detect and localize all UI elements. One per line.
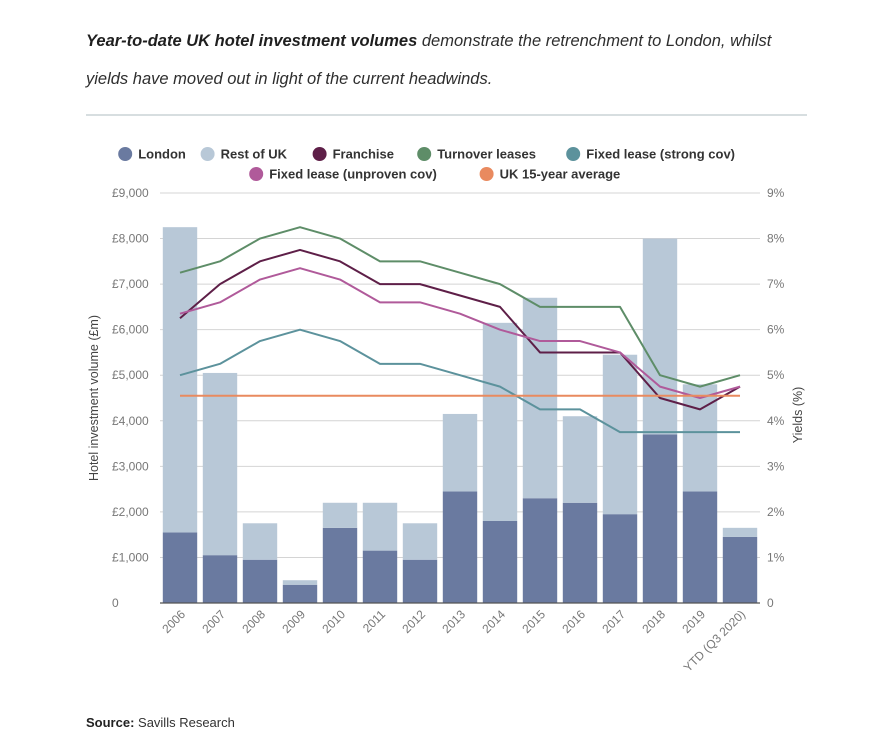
bar-rest-of-uk [442, 413, 478, 492]
y-tick-label: £4,000 [112, 414, 149, 428]
y-tick-label: £8,000 [112, 232, 149, 246]
x-tick-label: 2011 [360, 607, 388, 635]
line-turnover-leases [179, 226, 741, 388]
y-tick-label: £9,000 [112, 186, 149, 200]
headline-rest: demonstrate the retrenchment to London, … [86, 32, 772, 88]
y2-tick-label: 2% [767, 505, 785, 519]
bar-london [522, 498, 558, 603]
y-axis-title: Hotel investment volume (£m) [87, 315, 101, 481]
y-tick-label: £1,000 [112, 550, 149, 564]
legend-marker-rest-of-uk [200, 147, 215, 161]
x-tick-label: 2008 [239, 607, 268, 636]
bar-rest-of-uk [362, 502, 398, 551]
line-fixed-lease-strong-cov- [179, 328, 740, 434]
y2-tick-label: 0 [767, 596, 774, 610]
y2-tick-label: 7% [767, 277, 785, 291]
y-tick-label: £6,000 [112, 323, 149, 337]
bar-rest-of-uk [242, 523, 278, 560]
bar-london [162, 532, 198, 603]
x-tick-label: 2009 [279, 607, 308, 636]
bar-london [482, 521, 518, 603]
bar-rest-of-uk [602, 354, 638, 515]
bar-london [242, 559, 278, 603]
y2-tick-label: 8% [767, 232, 785, 246]
investment-yield-chart: 0 £1,000 £2,000 £3,000 £4,000 £5,000 £6,000 £7,… [87, 147, 805, 675]
x-tick-label: 2019 [679, 607, 708, 636]
line-fixed-lease-unproven-cov- [179, 267, 741, 399]
y2-tick-label: 6% [767, 323, 785, 337]
bar-rest-of-uk [402, 523, 438, 560]
y2-tick-label: 9% [767, 186, 785, 200]
legend-marker-turnover-leases [417, 147, 432, 161]
y-tick-label: £7,000 [112, 277, 149, 291]
bar-rest-of-uk [682, 384, 718, 492]
y-tick-label: £5,000 [112, 368, 149, 382]
legend-label-turnover-leases: Turnover leases [437, 147, 536, 162]
legend-label-fixed-lease-strong-cov-: Fixed lease (strong cov) [586, 147, 735, 162]
legend-label-franchise: Franchise [333, 147, 394, 162]
bar-rest-of-uk [322, 502, 358, 528]
legend-label-rest-of-uk: Rest of UK [221, 147, 288, 162]
x-tick-label: 2014 [479, 607, 508, 636]
legend-marker-franchise [312, 147, 327, 161]
y-tick-label: £2,000 [112, 505, 149, 519]
chart-headline: Year-to-date UK hotel investment volumes… [86, 22, 816, 98]
bar-rest-of-uk [482, 322, 518, 521]
legend-marker-fixed-lease-strong-cov- [566, 147, 581, 161]
bar-london [202, 555, 238, 603]
bar-london [322, 527, 358, 603]
x-tick-label: 2012 [399, 607, 428, 636]
bar-london [562, 502, 598, 603]
bar-london [682, 491, 718, 603]
headline-bold: Year-to-date UK hotel investment volumes [86, 32, 418, 50]
bar-rest-of-uk [722, 527, 758, 537]
x-tick-label: 2013 [439, 607, 468, 636]
legend-label-london: London [138, 147, 186, 162]
source-note: Source: Savills Research [86, 715, 235, 730]
x-tick-label: 2006 [159, 607, 188, 636]
bar-rest-of-uk [282, 580, 318, 585]
bar-rest-of-uk [642, 238, 678, 435]
y2-tick-label: 3% [767, 459, 785, 473]
y2-tick-label: 1% [767, 550, 785, 564]
legend-label-uk-15-year-average: UK 15-year average [500, 167, 621, 182]
x-tick-label: 2015 [519, 607, 548, 636]
bar-london [722, 536, 758, 603]
bar-london [282, 584, 318, 603]
bar-london [402, 559, 438, 603]
x-tick-label: 2007 [199, 607, 228, 636]
legend-label-fixed-lease-unproven-cov-: Fixed lease (unproven cov) [269, 167, 437, 182]
legend-marker-uk-15-year-average [479, 167, 494, 181]
y2-tick-label: 5% [767, 368, 785, 382]
line-franchise [179, 248, 741, 411]
bar-rest-of-uk [202, 372, 238, 556]
bar-london [602, 514, 638, 603]
bar-rest-of-uk [162, 227, 198, 533]
header-divider [86, 114, 807, 116]
y-tick-label: £3,000 [112, 459, 149, 473]
bar-london [362, 550, 398, 603]
bar-london [442, 491, 478, 603]
bar-london [642, 434, 678, 603]
x-tick-label: 2010 [319, 607, 348, 636]
y2-axis-title: Yields (%) [791, 387, 805, 444]
source-label: Source: [86, 715, 135, 730]
legend-marker-fixed-lease-unproven-cov- [249, 167, 264, 181]
x-tick-label: 2017 [599, 607, 628, 636]
x-tick-label: 2016 [559, 607, 588, 636]
y-tick-label: 0 [112, 596, 119, 610]
x-tick-label: 2018 [639, 607, 668, 636]
legend-marker-london [118, 147, 133, 161]
bar-rest-of-uk [562, 416, 598, 503]
bar-rest-of-uk [522, 297, 558, 499]
source-text: Savills Research [134, 715, 235, 730]
y2-tick-label: 4% [767, 414, 785, 428]
